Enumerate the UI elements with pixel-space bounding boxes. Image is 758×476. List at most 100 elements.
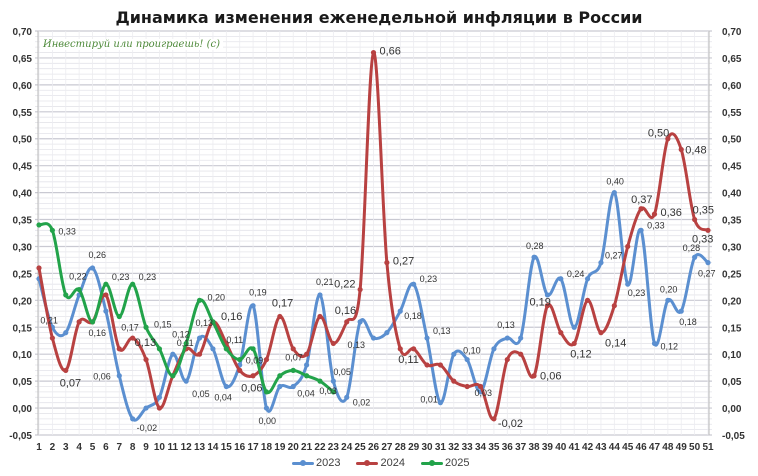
svg-text:0,37: 0,37 (631, 194, 652, 206)
svg-text:36: 36 (502, 442, 514, 453)
svg-text:34: 34 (475, 442, 487, 453)
svg-text:23: 23 (328, 442, 340, 453)
svg-text:0,27: 0,27 (605, 251, 623, 261)
svg-text:3: 3 (63, 442, 69, 453)
svg-text:0,18: 0,18 (404, 311, 422, 321)
svg-text:33: 33 (462, 442, 474, 453)
svg-text:25: 25 (355, 442, 367, 453)
svg-text:0,25: 0,25 (722, 269, 742, 280)
svg-text:43: 43 (595, 442, 607, 453)
svg-text:4: 4 (76, 442, 82, 453)
svg-text:0,16: 0,16 (89, 328, 107, 338)
svg-text:0,55: 0,55 (722, 108, 742, 119)
svg-text:0,15: 0,15 (722, 323, 742, 334)
svg-text:0,33: 0,33 (58, 226, 76, 236)
svg-text:0,23: 0,23 (139, 272, 157, 282)
svg-text:0,23: 0,23 (420, 274, 438, 284)
svg-text:9: 9 (143, 442, 149, 453)
svg-text:0,33: 0,33 (647, 220, 665, 230)
svg-text:0,07: 0,07 (60, 377, 81, 389)
svg-text:0,13: 0,13 (196, 318, 214, 328)
series-2023 (36, 190, 711, 422)
watermark-annotation: Инвестируй или проиграешь! (с) (40, 39, 223, 50)
legend-label-2025: 2025 (444, 457, 470, 469)
svg-text:0,65: 0,65 (722, 54, 742, 65)
svg-text:0,35: 0,35 (722, 216, 742, 227)
svg-text:0,13: 0,13 (135, 337, 156, 349)
svg-text:13: 13 (194, 442, 206, 453)
svg-text:0,13: 0,13 (497, 320, 515, 330)
svg-text:0,55: 0,55 (13, 108, 33, 119)
svg-text:0,17: 0,17 (272, 297, 293, 309)
svg-text:0,05: 0,05 (13, 377, 33, 388)
svg-text:28: 28 (395, 442, 407, 453)
svg-text:0,21: 0,21 (316, 277, 334, 287)
svg-text:41: 41 (569, 442, 581, 453)
svg-text:40: 40 (555, 442, 567, 453)
legend-item-2025[interactable]: 2025 (420, 457, 470, 469)
legend-label-2024: 2024 (380, 457, 405, 469)
svg-text:0,20: 0,20 (208, 292, 226, 302)
svg-text:0,02: 0,02 (353, 397, 371, 407)
svg-text:44: 44 (609, 442, 621, 453)
svg-text:2: 2 (50, 442, 56, 453)
svg-text:0,03: 0,03 (319, 386, 337, 396)
svg-text:46: 46 (636, 442, 648, 453)
svg-text:0,20: 0,20 (660, 284, 678, 294)
svg-text:-0,05: -0,05 (722, 431, 745, 442)
svg-text:31: 31 (435, 442, 447, 453)
svg-text:20: 20 (288, 442, 300, 453)
svg-text:0,17: 0,17 (121, 322, 139, 332)
svg-text:0,27: 0,27 (393, 256, 414, 268)
svg-text:0,48: 0,48 (685, 145, 706, 157)
x-axis-ticks: 1 2 3 4 5 6 7 8 9 10 11 12 13 14 15 16 17 18 19 20 21 22 23 24 2… (36, 442, 714, 453)
grid (35, 30, 712, 436)
svg-text:0,26: 0,26 (89, 250, 107, 260)
legend-line-2025-icon (420, 459, 443, 466)
svg-text:0,22: 0,22 (69, 272, 87, 282)
svg-text:0,12: 0,12 (660, 341, 678, 351)
svg-text:0,70: 0,70 (722, 27, 742, 38)
svg-text:0,16: 0,16 (335, 305, 356, 317)
svg-text:8: 8 (130, 442, 136, 453)
svg-text:0,11: 0,11 (226, 335, 243, 345)
svg-text:0,04: 0,04 (214, 393, 232, 403)
svg-text:0,10: 0,10 (13, 350, 33, 361)
svg-text:0,70: 0,70 (13, 27, 33, 38)
legend-label-2023: 2023 (316, 457, 341, 469)
svg-text:0,06: 0,06 (93, 372, 111, 382)
svg-text:0,12: 0,12 (570, 348, 591, 360)
svg-text:18: 18 (261, 442, 273, 453)
svg-text:0,40: 0,40 (13, 189, 33, 200)
svg-text:0,11: 0,11 (398, 354, 419, 366)
svg-text:0,24: 0,24 (567, 269, 585, 279)
legend-item-2023[interactable]: 2023 (292, 457, 340, 469)
svg-text:0,09: 0,09 (246, 356, 264, 366)
svg-text:0,25: 0,25 (13, 269, 33, 280)
svg-text:0,10: 0,10 (463, 346, 481, 356)
svg-text:0,28: 0,28 (526, 241, 544, 251)
svg-text:0,65: 0,65 (13, 54, 33, 65)
svg-text:0,10: 0,10 (722, 350, 742, 361)
svg-text:0,60: 0,60 (13, 81, 33, 92)
svg-text:12: 12 (181, 442, 193, 453)
svg-text:0,20: 0,20 (13, 296, 33, 307)
svg-text:0,12: 0,12 (172, 329, 190, 339)
svg-text:0,05: 0,05 (333, 367, 351, 377)
svg-text:7: 7 (116, 442, 122, 453)
legend-item-2024[interactable]: 2024 (356, 457, 405, 469)
svg-text:0,22: 0,22 (334, 279, 355, 291)
svg-text:0,33: 0,33 (692, 233, 713, 245)
svg-text:30: 30 (421, 442, 433, 453)
svg-text:39: 39 (542, 442, 554, 453)
svg-text:0,35: 0,35 (693, 205, 714, 217)
svg-text:0,07: 0,07 (285, 352, 303, 362)
svg-text:22: 22 (314, 442, 326, 453)
svg-text:0,04: 0,04 (297, 389, 315, 399)
svg-text:0,60: 0,60 (722, 81, 742, 92)
svg-text:24: 24 (341, 442, 353, 453)
svg-text:0,13: 0,13 (433, 326, 451, 336)
svg-text:0,23: 0,23 (628, 288, 646, 298)
